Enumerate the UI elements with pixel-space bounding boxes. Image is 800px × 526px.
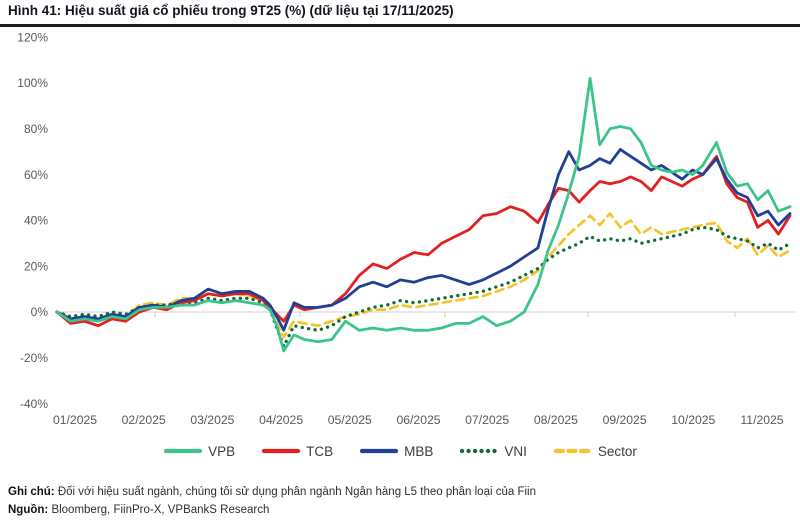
x-axis-label: 11/2025 [740, 413, 783, 427]
legend-item-mbb: MBB [359, 444, 433, 459]
x-axis-label: 02/2025 [122, 413, 166, 427]
legend-line-icon [553, 448, 592, 454]
y-axis-label: -40% [20, 397, 48, 411]
legend-label: TCB [306, 443, 334, 459]
y-axis-label: 20% [24, 259, 48, 273]
x-axis-label: 03/2025 [190, 413, 234, 427]
legend-item-vni: VNI [459, 444, 527, 459]
chart-legend: VPB TCB MBB VNI Sector [0, 441, 800, 461]
legend-line-icon [359, 448, 399, 454]
series-line-sector [55, 212, 792, 339]
x-axis-label: 05/2025 [328, 413, 372, 427]
x-axis-label: 07/2025 [465, 413, 509, 427]
legend-label: Sector [597, 443, 637, 459]
y-axis-label: 80% [24, 122, 48, 136]
legend-item-sector: Sector [553, 444, 637, 459]
legend-item-tcb: TCB [261, 444, 333, 459]
x-axis-label: 04/2025 [259, 413, 303, 427]
legend-line-icon [163, 448, 203, 454]
source-text: Bloomberg, FiinPro-X, VPBankS Research [51, 504, 270, 516]
y-axis-label: 0% [31, 305, 49, 319]
series-line-mbb [55, 147, 792, 332]
legend-line-icon [261, 448, 301, 454]
legend-label: MBB [404, 443, 434, 459]
y-axis-label: 100% [17, 76, 48, 90]
note-label: Ghi chú: [8, 486, 55, 498]
series-line-tcb [55, 154, 792, 328]
title-divider [0, 24, 800, 27]
legend-item-vpb: VPB [163, 444, 235, 459]
y-axis-label: 60% [24, 168, 48, 182]
series-line-vpb [55, 77, 792, 353]
x-axis-label: 10/2025 [671, 413, 715, 427]
y-axis-label: 120% [17, 30, 48, 44]
legend-line-icon [460, 448, 499, 454]
y-axis-label: 40% [24, 214, 48, 228]
x-axis-label: 08/2025 [534, 413, 578, 427]
x-axis-label: 06/2025 [396, 413, 440, 427]
x-axis-label: 09/2025 [603, 413, 647, 427]
note-text: Đối với hiệu suất ngành, chúng tôi sử dụ… [57, 486, 536, 498]
series-line-vni [55, 225, 792, 349]
y-axis-label: -20% [20, 351, 48, 365]
source-line: Nguồn: Bloomberg, FiinPro-X, VPBankS Res… [8, 504, 269, 516]
legend-label: VPB [208, 443, 236, 459]
x-axis-label: 01/2025 [53, 413, 97, 427]
legend-label: VNI [504, 443, 527, 459]
source-label: Nguồn: [8, 504, 49, 516]
figure-title: Hình 41: Hiệu suất giá cổ phiếu trong 9T… [8, 3, 454, 18]
note-line: Ghi chú: Đối với hiệu suất ngành, chúng … [8, 486, 536, 498]
